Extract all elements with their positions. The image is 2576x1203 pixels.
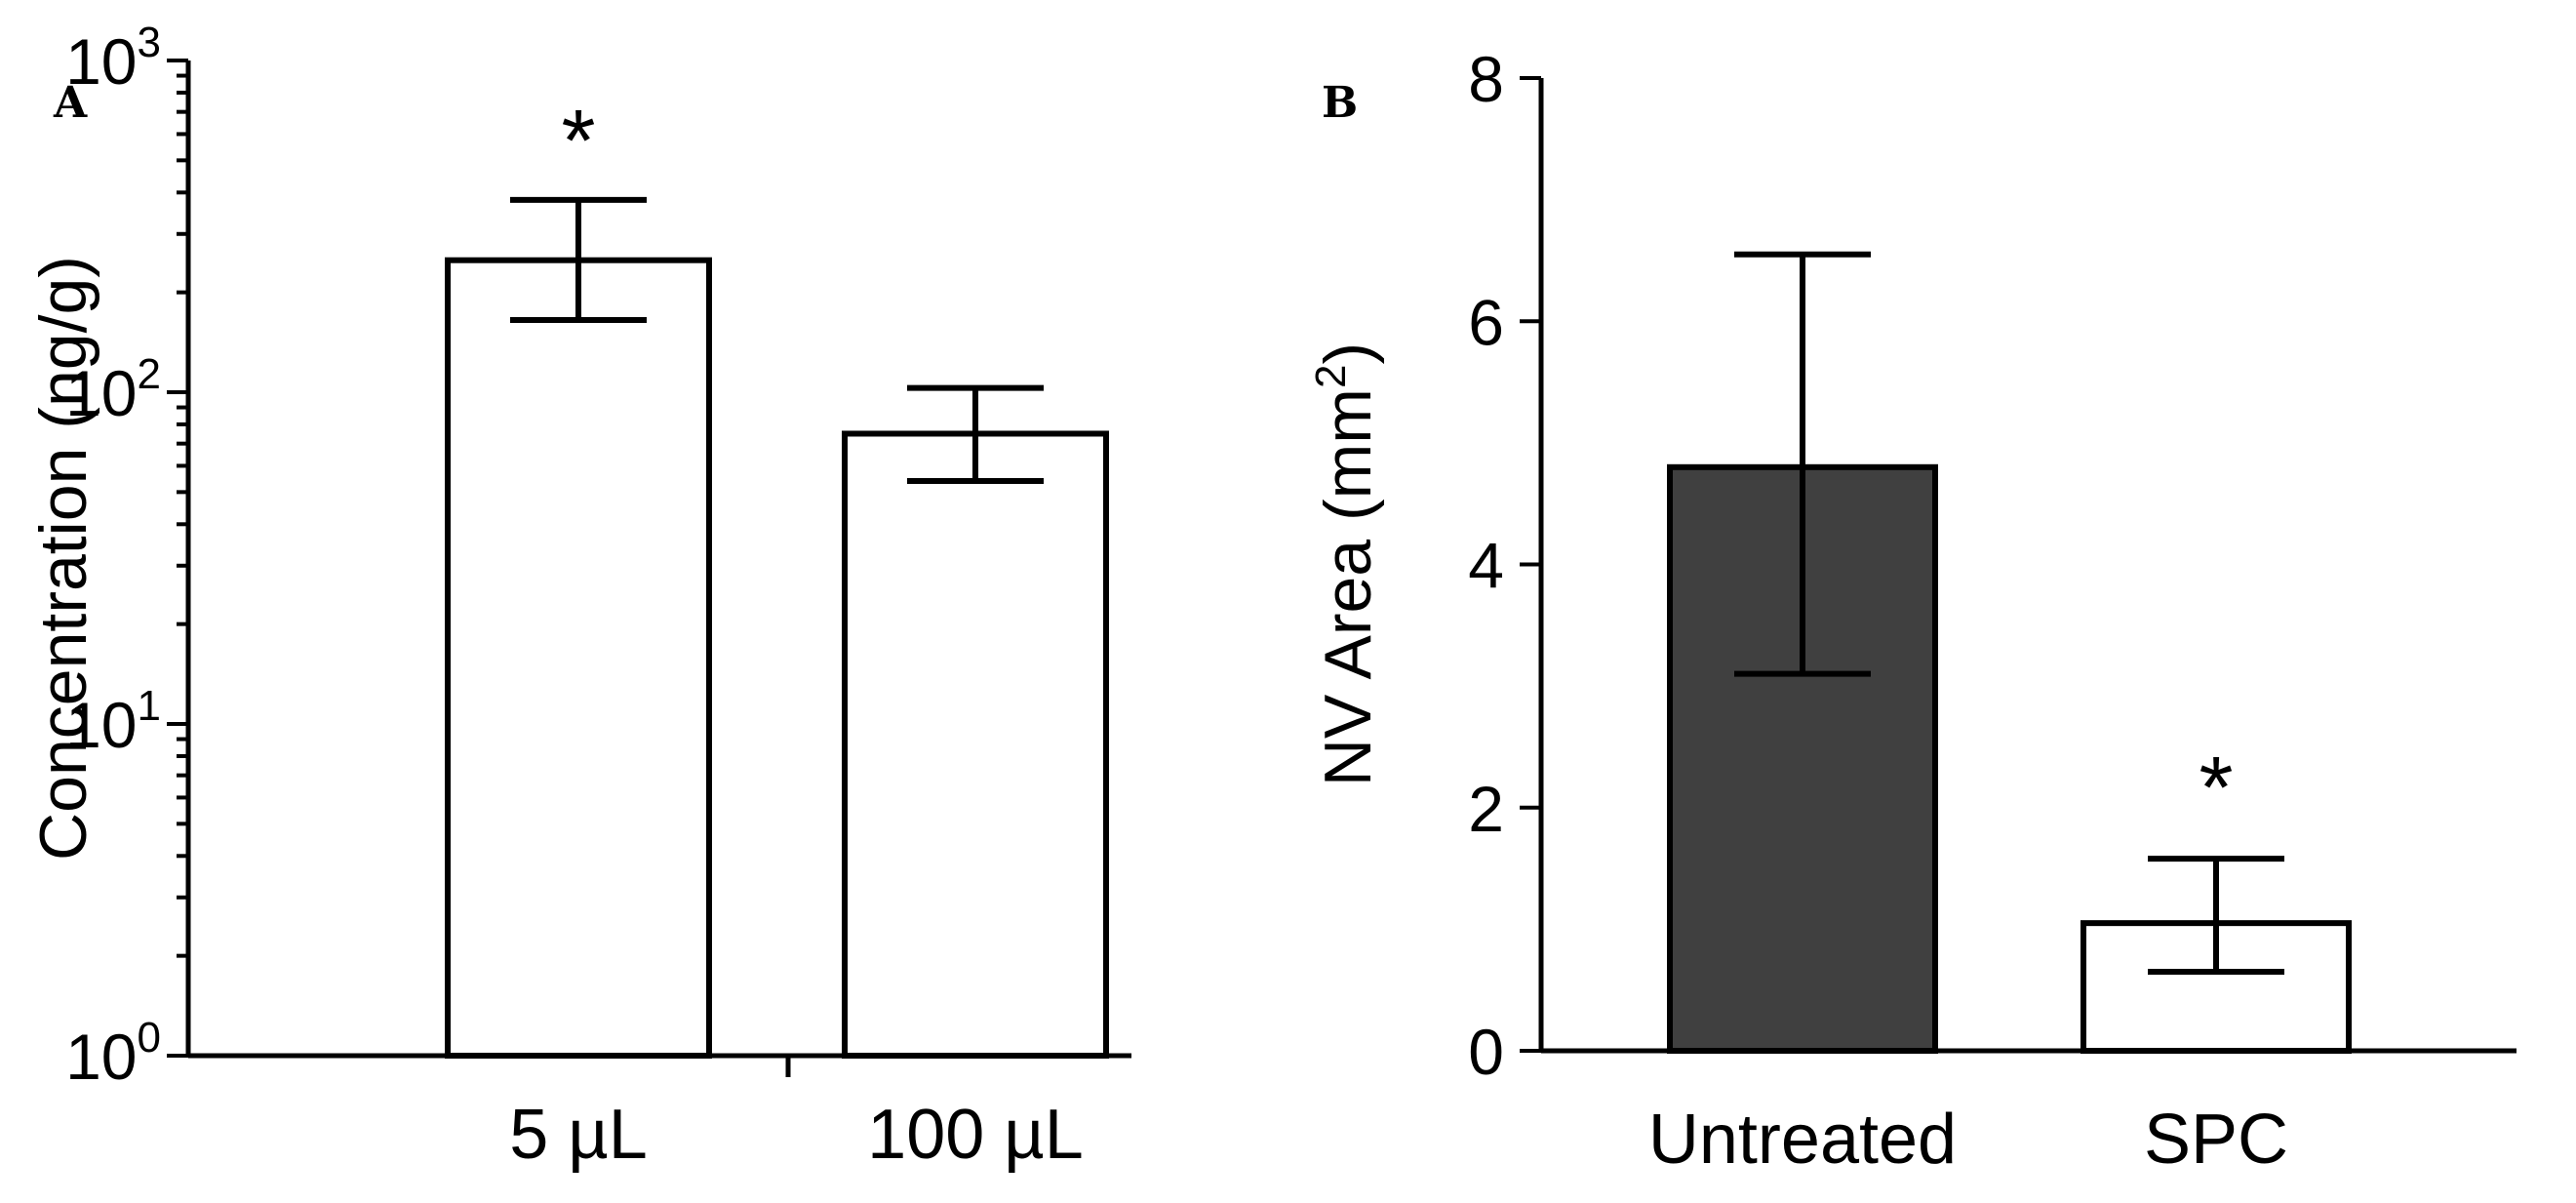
panel-a-y-axis-title: Concentration (ng/g) [26,256,100,861]
panel-a-letter: A [53,78,88,128]
panel-a-x-tick-label: 5 µL [509,1096,648,1174]
panel-b-y-axis-title-end: ) [1311,342,1385,365]
panel-b-y-tick-label: 6 [1468,286,1504,358]
panel-a-y-tick-label: 100 [65,1014,161,1093]
panel-b-letter: B [1322,78,1358,128]
panel-b-x-tick-label: Untreated [1648,1101,1957,1179]
panel-b-y-tick-label: 8 [1468,43,1504,115]
panel-b-x-tick-label: SPC [2144,1101,2288,1179]
panel-b-y-tick-label: 4 [1468,530,1504,602]
bar [2081,920,2352,1054]
panel-b-y-axis-title-sup: 2 [1307,365,1355,388]
panel-b-axes: 0 2 4 6 8 Untreated SPC [1468,43,2517,1179]
panel-b-y-tick-label: 2 [1468,773,1504,845]
panel-b-y-tick-label: 0 [1468,1016,1504,1088]
panel-a-y-tick-label: 103 [65,19,161,98]
panel-a-y-tick-label: 102 [65,350,161,429]
significance-marker: * [561,93,595,190]
panel-a-x-tick-label: 100 µL [867,1096,1084,1174]
significance-marker: * [2199,740,2233,837]
panel-b-bars: * [1667,251,2352,1054]
bar [842,430,1109,1059]
bar [445,257,712,1060]
panel-b-y-axis-title: NV Area (mm2) [1307,342,1385,786]
panel-a-bars: * [445,93,1109,1060]
panel-b-y-axis-title-main: NV Area (mm [1311,388,1385,786]
panel-a: A Concentration (ng/g) 100 101 102 103 5 µL 1… [26,19,1131,1174]
panel-a-y-tick-label: 101 [65,682,161,761]
